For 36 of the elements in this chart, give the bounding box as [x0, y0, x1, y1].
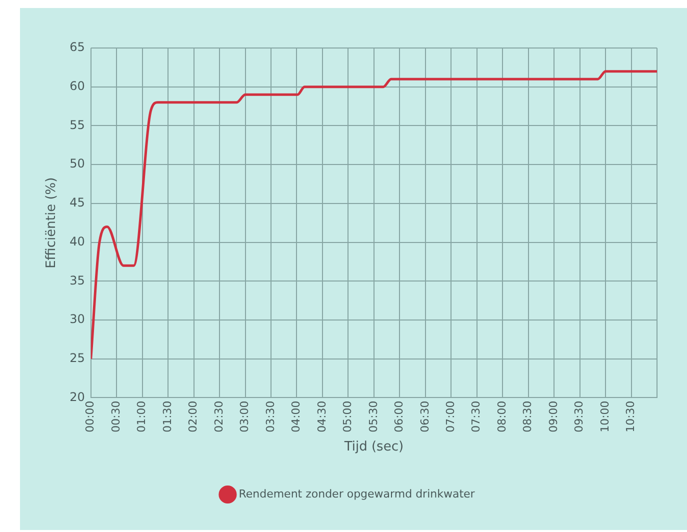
y-tick-label: 60	[70, 78, 85, 93]
x-axis-title: Tijd (sec)	[343, 440, 404, 455]
x-tick-label: 05:30	[366, 400, 380, 432]
x-tick-label: 08:30	[521, 400, 534, 432]
x-tick-label: 08:00	[495, 400, 508, 432]
x-tick-label: 10:30	[624, 400, 638, 432]
x-tick-label: 00:30	[109, 400, 122, 432]
x-tick-label: 06:00	[392, 400, 406, 432]
y-tick-label: 40	[70, 234, 85, 248]
legend-label: Rendement zonder opgewarmd drinkwater	[238, 487, 476, 500]
x-tick-label: 05:00	[341, 400, 354, 432]
y-tick-label: 65	[70, 40, 85, 54]
y-axis-title: Efficiëntie (%)	[44, 177, 60, 268]
y-tick-label: 20	[70, 390, 85, 404]
x-tick-label: 01:00	[135, 400, 148, 432]
x-tick-label: 10:00	[598, 400, 612, 432]
x-tick-label: 02:00	[186, 400, 200, 432]
y-tick-label: 30	[70, 312, 85, 326]
x-tick-label: 04:30	[315, 400, 328, 432]
x-tick-label: 01:30	[160, 400, 174, 432]
x-tick-label: 06:30	[418, 400, 432, 432]
y-tick-label: 55	[70, 118, 85, 132]
x-tick-label: 09:30	[572, 400, 586, 432]
y-tick-label: 35	[70, 273, 85, 288]
x-tick-label: 03:30	[264, 400, 277, 432]
x-tick-label: 03:00	[238, 400, 252, 432]
y-tick-label: 45	[70, 196, 85, 210]
x-tick-label: 04:00	[290, 400, 303, 432]
line-series	[90, 70, 657, 360]
y-tick-label: 50	[70, 156, 85, 171]
x-tick-label: 02:30	[212, 400, 226, 432]
x-tick-label: 00:00	[84, 400, 97, 432]
x-tick-label: 07:00	[444, 400, 457, 432]
x-tick-label: 07:30	[470, 400, 483, 432]
x-tick-label: 09:00	[546, 400, 560, 432]
y-tick-label: 25	[70, 350, 85, 365]
